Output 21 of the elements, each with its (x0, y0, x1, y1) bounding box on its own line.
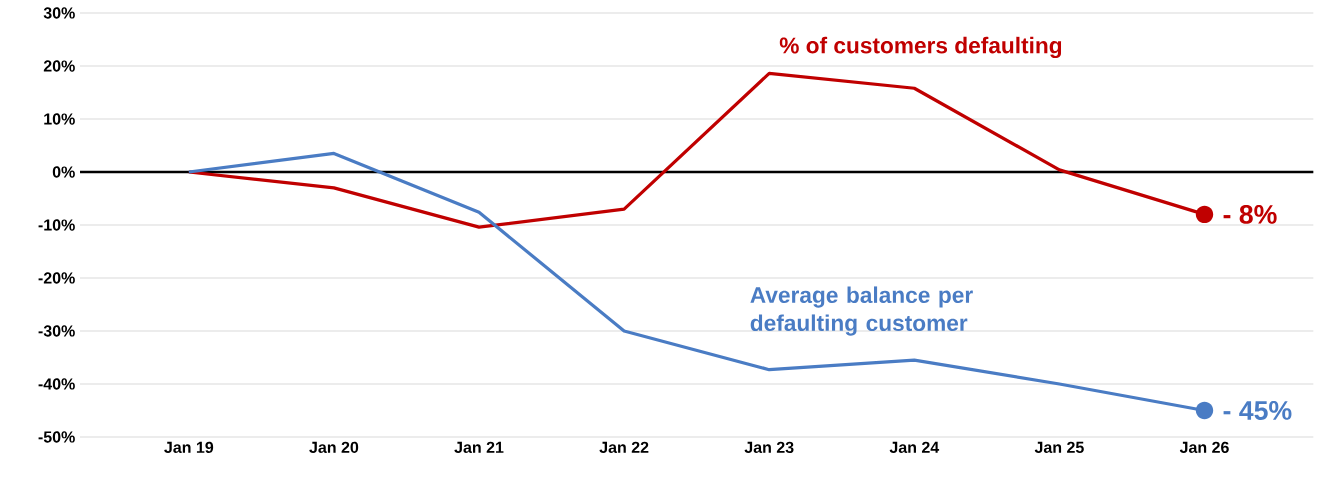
data-label: - 45% (1223, 401, 1292, 420)
y-tick-label: 0% (52, 166, 75, 178)
y-tick-label: -10% (38, 219, 75, 231)
y-tick-label: 30% (43, 7, 75, 19)
x-tick-label: Jan 21 (454, 441, 504, 454)
y-tick-label: -50% (38, 431, 75, 443)
data-label: - 8% (1223, 204, 1277, 224)
x-tick-label: Jan 25 (1034, 441, 1084, 454)
y-tick-label: -40% (38, 378, 75, 390)
x-tick-label: Jan 20 (309, 441, 359, 454)
x-tick-label: Jan 22 (599, 441, 649, 454)
y-tick-label: -30% (38, 325, 75, 337)
y-tick-label: 10% (44, 113, 75, 125)
x-tick-label: Jan 23 (744, 441, 794, 454)
x-tick-label: Jan 26 (1179, 441, 1229, 454)
x-tick-label: Jan 19 (164, 441, 214, 454)
x-tick-label: Jan 24 (889, 441, 940, 454)
y-tick-label: -20% (38, 272, 75, 284)
series-label: % of customers defaulting (779, 36, 1062, 59)
y-tick-label: 20% (43, 60, 75, 72)
series-label: Average balance per defaulting customer (750, 286, 973, 336)
